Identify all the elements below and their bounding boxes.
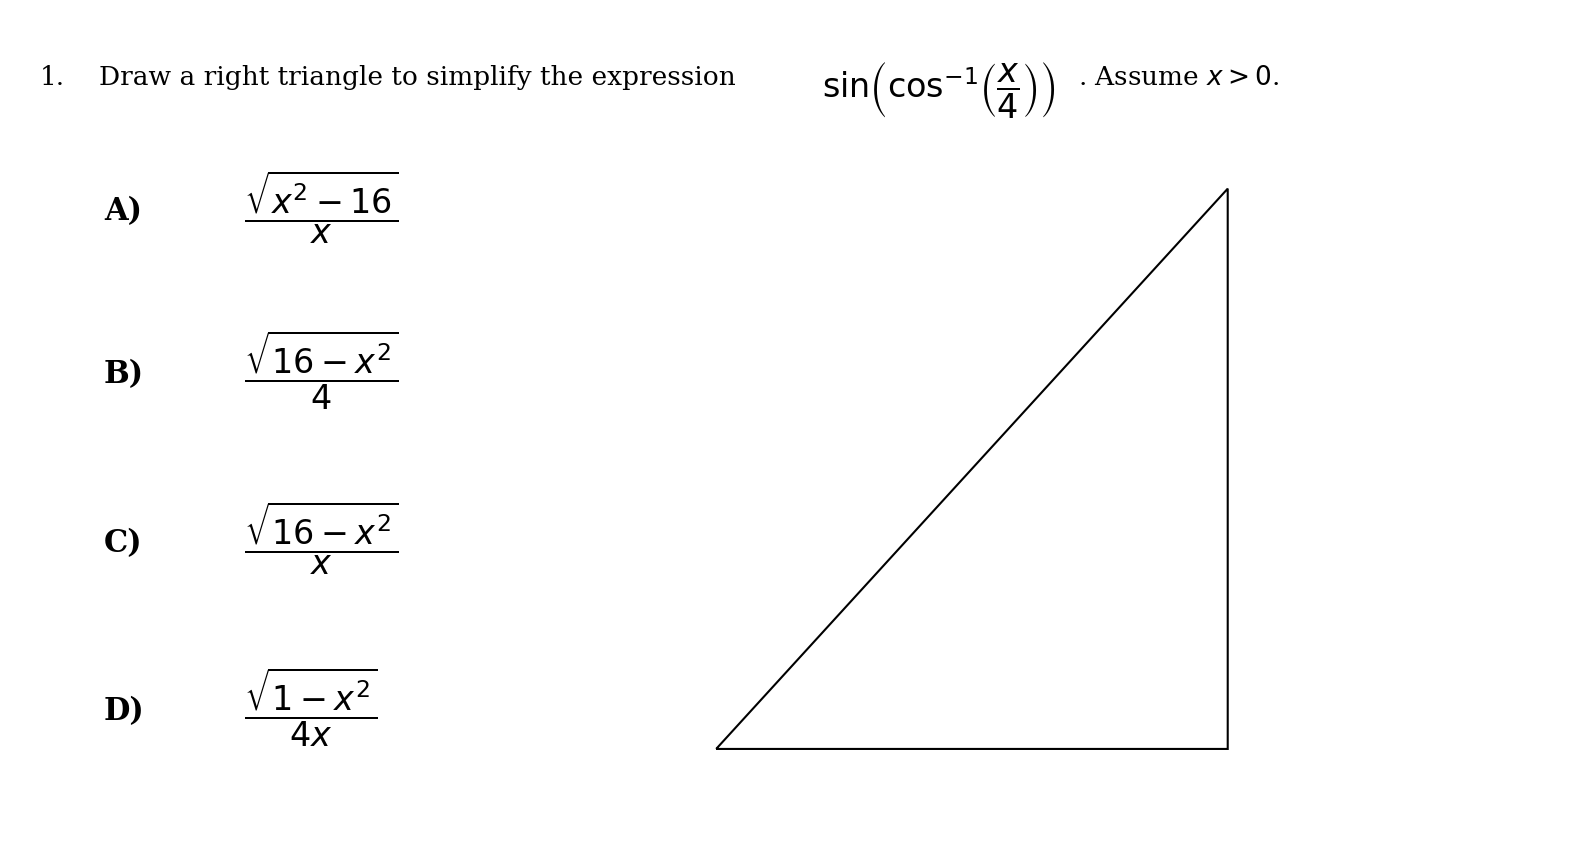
Text: $\dfrac{\sqrt{1-x^2}}{4x}$: $\dfrac{\sqrt{1-x^2}}{4x}$	[244, 665, 378, 747]
Text: 1.: 1.	[39, 65, 65, 90]
Text: $\sin\!\left(\cos^{-1}\!\left(\dfrac{x}{4}\right)\right)$: $\sin\!\left(\cos^{-1}\!\left(\dfrac{x}{…	[822, 60, 1055, 121]
Text: $\dfrac{\sqrt{16-x^2}}{4}$: $\dfrac{\sqrt{16-x^2}}{4}$	[244, 329, 398, 412]
Text: . Assume $x>0$.: . Assume $x>0$.	[1078, 65, 1280, 90]
Text: C): C)	[104, 527, 143, 558]
Text: $\dfrac{\sqrt{16-x^2}}{x}$: $\dfrac{\sqrt{16-x^2}}{x}$	[244, 499, 398, 577]
Text: $\dfrac{\sqrt{x^2-16}}{x}$: $\dfrac{\sqrt{x^2-16}}{x}$	[244, 168, 398, 245]
Text: A): A)	[104, 195, 142, 226]
Text: D): D)	[104, 695, 145, 726]
Text: Draw a right triangle to simplify the expression: Draw a right triangle to simplify the ex…	[99, 65, 737, 90]
Text: B): B)	[104, 359, 143, 390]
